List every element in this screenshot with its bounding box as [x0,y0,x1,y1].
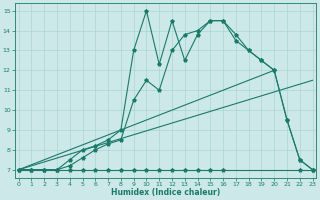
X-axis label: Humidex (Indice chaleur): Humidex (Indice chaleur) [111,188,220,197]
